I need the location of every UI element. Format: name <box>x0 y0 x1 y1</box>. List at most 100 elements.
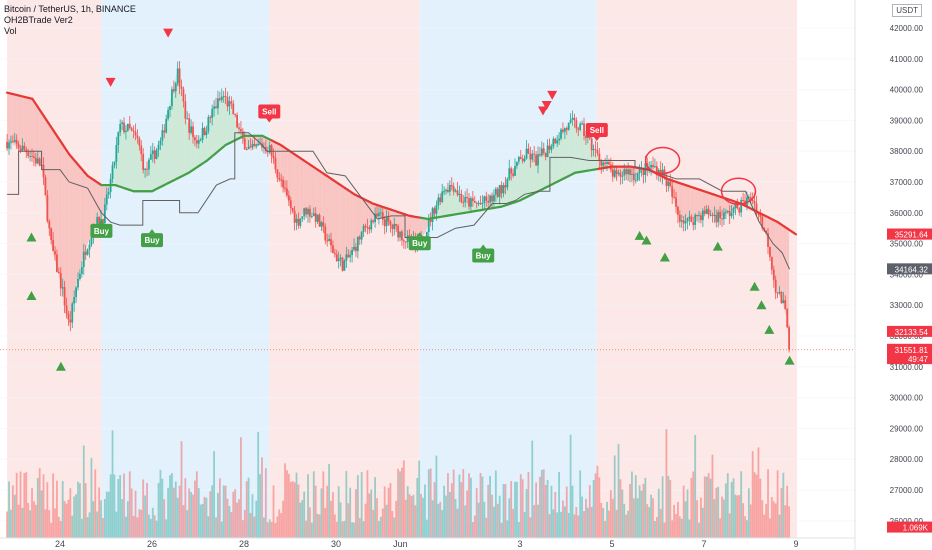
volume-bar <box>205 497 208 538</box>
volume-bar <box>412 494 415 538</box>
candle-body <box>485 196 488 201</box>
trend-fill-segment <box>690 186 693 221</box>
trend-fill-segment <box>451 185 454 216</box>
volume-bar <box>54 508 56 538</box>
volume-bar <box>387 487 390 538</box>
volume-bar <box>632 498 635 538</box>
candle-body <box>171 89 173 107</box>
symbol-title[interactable]: Bitcoin / TetherUS, 1h, BINANCE <box>4 4 136 14</box>
volume-bar <box>36 477 39 538</box>
volume-bar <box>276 516 279 538</box>
volume-bar <box>257 431 260 538</box>
volume-bar <box>471 521 474 538</box>
volume-bar <box>406 485 409 538</box>
candle-body <box>433 208 436 214</box>
candle-body <box>86 249 89 255</box>
trend-fill-segment <box>533 158 537 194</box>
candle-body <box>17 143 20 149</box>
volume-bar <box>299 502 302 538</box>
volume-bar <box>667 475 670 538</box>
candle-body <box>542 148 545 154</box>
trend-fill-segment <box>446 186 449 216</box>
volume-bar <box>747 488 750 538</box>
candle-body <box>554 138 557 144</box>
volume-bar <box>506 520 509 538</box>
volume-bar <box>349 487 352 538</box>
candle-body <box>27 152 30 156</box>
candle-body <box>514 165 516 176</box>
volume-bar <box>615 509 618 538</box>
candle-body <box>721 218 723 220</box>
candle-body <box>261 143 263 148</box>
volume-bar <box>458 474 461 538</box>
volume-bar <box>343 520 346 538</box>
trend-fill-segment <box>129 129 132 191</box>
candle-body <box>537 154 539 166</box>
volume-bar <box>784 505 787 538</box>
volume-bar <box>268 519 271 538</box>
volume-bar <box>284 463 286 538</box>
volume-title[interactable]: Vol <box>4 26 17 36</box>
candle-body <box>391 224 394 230</box>
candle-body <box>291 207 294 211</box>
candle-body <box>399 231 401 238</box>
candle-body <box>627 169 629 175</box>
candle-body <box>349 255 352 258</box>
price-tick-label: 38000.00 <box>890 147 924 156</box>
price-tick-label: 27000.00 <box>890 486 924 495</box>
volume-bar <box>144 495 146 538</box>
candle-body <box>236 114 238 128</box>
volume-bar <box>711 454 714 538</box>
candle-body <box>734 203 737 208</box>
candle-body <box>471 198 474 202</box>
candle-body <box>247 146 250 150</box>
volume-bar <box>540 469 543 538</box>
candle-body <box>220 96 223 100</box>
trend-fill-segment <box>122 127 125 189</box>
trend-fill-segment <box>326 175 330 244</box>
candle-body <box>483 196 486 204</box>
volume-bar <box>705 476 708 538</box>
volume-bar <box>169 475 171 538</box>
trend-fill-segment <box>540 153 543 191</box>
candle-body <box>740 200 743 213</box>
trend-fill-segment <box>402 213 405 239</box>
volume-bar <box>657 488 660 538</box>
trend-fill-segment <box>777 222 780 297</box>
volume-bar <box>178 485 181 538</box>
volume-bar <box>556 512 559 538</box>
candle-body <box>289 200 292 208</box>
candle-body <box>592 149 595 151</box>
trend-fill-segment <box>391 209 394 229</box>
price-tick-label: 26000.00 <box>890 517 924 526</box>
trend-fill-segment <box>524 154 527 199</box>
candle-body <box>217 98 219 109</box>
volume-bar <box>510 481 513 538</box>
trend-fill-segment <box>292 152 295 217</box>
candle-body <box>665 175 668 186</box>
candle-body <box>332 245 334 254</box>
volume-bar <box>80 518 83 538</box>
candle-body <box>276 169 279 178</box>
trend-fill-segment <box>478 203 481 211</box>
volume-bar <box>759 478 762 538</box>
volume-bar <box>613 455 616 538</box>
trend-fill-segment <box>152 153 155 192</box>
currency-label[interactable]: USDT <box>892 4 922 17</box>
candle-body <box>240 129 242 132</box>
volume-bar <box>320 488 323 538</box>
volume-bar <box>301 500 304 538</box>
highlight-circle <box>720 177 757 205</box>
candle-body <box>218 98 221 100</box>
indicator-title[interactable]: OH2BTrade Ver2 <box>4 15 73 25</box>
trend-fill-segment <box>287 149 290 206</box>
volume-bar <box>201 503 204 538</box>
price-tag-label: 35291.64 <box>895 231 929 240</box>
candle-body <box>577 128 580 130</box>
candle-body <box>190 126 192 133</box>
volume-bar <box>146 483 148 538</box>
trend-fill-segment <box>301 158 304 216</box>
volume-bar <box>625 514 628 538</box>
trend-fill-segment <box>782 225 785 310</box>
